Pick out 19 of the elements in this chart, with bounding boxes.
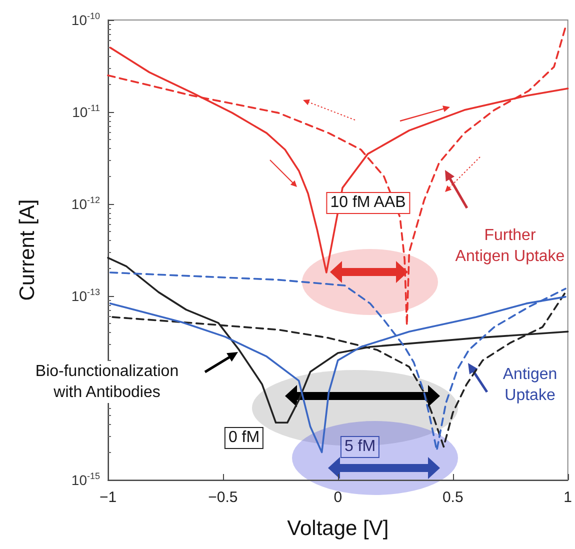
x-tick-label: 0.5 xyxy=(442,489,464,506)
annotation: 5 fM xyxy=(340,436,380,458)
x-tick-label: −1 xyxy=(99,489,117,506)
x-tick-label: 1 xyxy=(564,489,572,506)
y-tick-label: 10$^{-10}$ xyxy=(71,11,100,29)
annotation: 10 fM AAB xyxy=(326,192,410,214)
x-axis-title: Voltage [V] xyxy=(287,517,389,540)
annotation: 0 fM xyxy=(224,427,264,449)
y-tick-label: 10$^{-13}$ xyxy=(71,287,100,305)
x-tick-label: 0 xyxy=(334,489,342,506)
annotation: Bio-functionalization with Antibodies xyxy=(35,361,179,403)
y-tick-label: 10$^{-11}$ xyxy=(72,103,100,121)
annotation: Further Antigen Uptake xyxy=(455,226,565,267)
y-tick-label: 10$^{-15}$ xyxy=(71,471,100,489)
annotation: Antigen Uptake xyxy=(502,365,558,406)
line-series xyxy=(107,26,566,326)
y-axis-title: Current [A] xyxy=(16,199,39,301)
y-tick-label: 10$^{-12}$ xyxy=(71,195,100,213)
x-tick-label: −0.5 xyxy=(208,489,238,506)
